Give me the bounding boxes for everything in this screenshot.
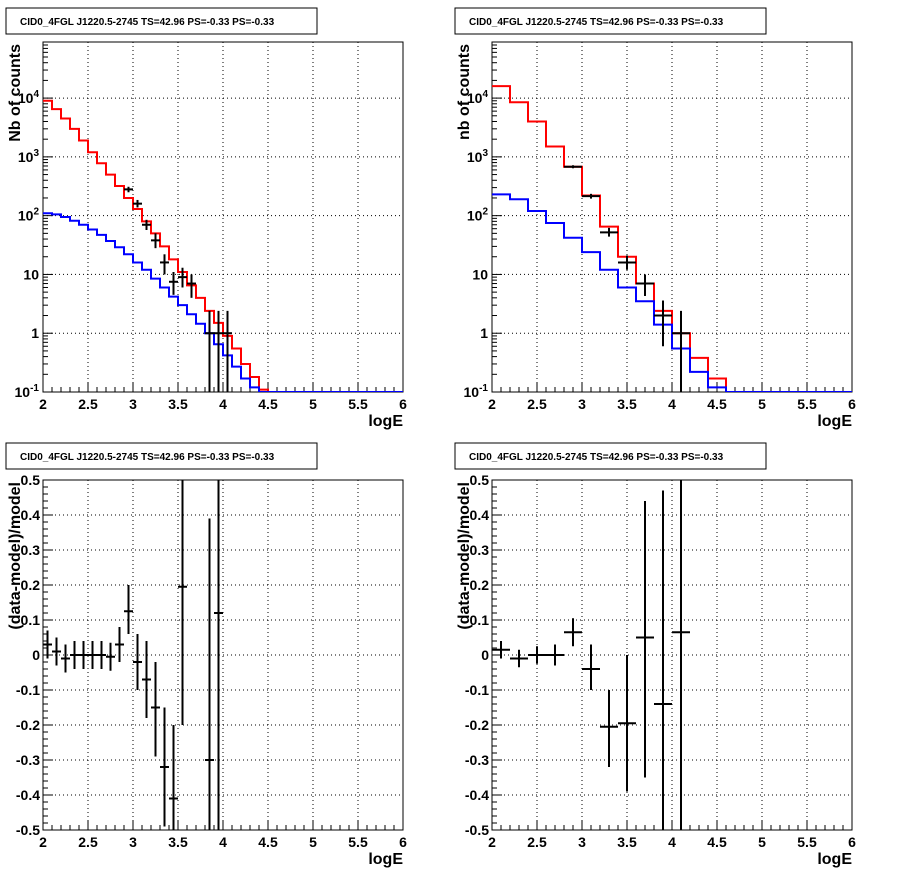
y-tick-label: 0.3 [470,542,490,558]
y-tick-label: -0.2 [465,717,489,733]
chart-title: CID0_4FGL J1220.5-2745 TS=42.96 PS=-0.33… [20,452,275,463]
x-tick-label: 4.5 [707,834,727,850]
y-tick-label: 10-1 [15,383,40,400]
x-tick-label: 2.5 [78,396,98,412]
y-tick-label: 104 [467,89,489,106]
x-tick-label: 4 [668,834,676,850]
y-tick-label: 0.5 [470,472,490,488]
x-tick-label: 4.5 [258,834,278,850]
title-box [5,7,318,35]
title-box [5,442,318,470]
y-tick-label: 0.1 [21,612,41,628]
x-tick-label: 2.5 [527,834,547,850]
y-tick-label: 0.4 [470,507,490,523]
y-tick-label: 0.3 [21,542,41,558]
chart-pad-4: CID0_4FGL J1220.5-2745 TS=42.96 PS=-0.33… [454,442,856,868]
x-tick-label: 6 [848,396,856,412]
x-tick-label: 5 [309,834,317,850]
y-tick-label: 0 [481,647,489,663]
y-tick-label: 10 [23,266,39,282]
x-tick-label: 2 [488,834,496,850]
y-tick-label: -0.1 [16,682,40,698]
x-tick-label: 2 [39,396,47,412]
chart-title: CID0_4FGL J1220.5-2745 TS=42.96 PS=-0.33… [20,17,275,28]
x-tick-label: 2.5 [78,834,98,850]
x-tick-label: 5 [758,396,766,412]
x-tick-label: 5.5 [348,396,368,412]
y-tick-label: 103 [18,148,40,165]
y-tick-label: 103 [467,148,489,165]
y-tick-label: 1 [31,325,39,341]
y-tick-label: -0.2 [16,717,40,733]
x-axis-label: logE [817,413,852,430]
x-tick-label: 3 [578,834,586,850]
data-layer [492,480,690,830]
x-tick-label: 5.5 [797,396,817,412]
x-tick-label: 3.5 [617,834,637,850]
chart-pad-2: CID0_4FGL J1220.5-2745 TS=42.96 PS=-0.33… [454,7,856,430]
x-tick-label: 2 [39,834,47,850]
x-tick-label: 6 [848,834,856,850]
x-tick-label: 2.5 [527,396,547,412]
x-tick-label: 6 [399,396,407,412]
y-axis-label: (data-model)/model [7,482,24,630]
y-tick-label: 0.2 [21,577,41,593]
x-tick-label: 3 [129,834,137,850]
x-tick-label: 4.5 [707,396,727,412]
y-tick-label: 10 [472,266,488,282]
x-tick-label: 4.5 [258,396,278,412]
data-layer [43,480,223,830]
x-tick-label: 3.5 [168,834,188,850]
chart-title: CID0_4FGL J1220.5-2745 TS=42.96 PS=-0.33… [469,17,724,28]
y-tick-label: 0.4 [21,507,41,523]
y-tick-label: 0.1 [470,612,490,628]
y-axis-label: Nb of counts [7,44,24,142]
title-box [454,442,767,470]
x-axis-label: logE [817,851,852,868]
y-tick-label: -0.5 [465,822,489,838]
y-tick-label: 0 [32,647,40,663]
chart-pad-1: CID0_4FGL J1220.5-2745 TS=42.96 PS=-0.33… [5,7,407,430]
chart-title: CID0_4FGL J1220.5-2745 TS=42.96 PS=-0.33… [469,452,724,463]
y-tick-label: 10-1 [464,383,489,400]
y-tick-label: 102 [467,207,489,224]
y-tick-label: -0.4 [16,787,40,803]
y-axis-label: nb of counts [456,44,473,140]
x-tick-label: 5.5 [797,834,817,850]
y-tick-label: -0.3 [465,752,489,768]
y-tick-label: 0.5 [21,472,41,488]
data-layer [492,85,852,392]
x-tick-label: 3 [129,396,137,412]
y-tick-label: -0.3 [16,752,40,768]
model-source-series [43,212,403,392]
y-tick-label: 1 [480,325,488,341]
x-tick-label: 6 [399,834,407,850]
x-tick-label: 5.5 [348,834,368,850]
y-tick-label: -0.5 [16,822,40,838]
x-axis-label: logE [368,413,403,430]
chart-pad-3: CID0_4FGL J1220.5-2745 TS=42.96 PS=-0.33… [5,442,407,868]
y-tick-label: -0.1 [465,682,489,698]
x-tick-label: 5 [309,396,317,412]
x-tick-label: 3.5 [617,396,637,412]
x-tick-label: 3 [578,396,586,412]
data-layer [43,99,403,392]
y-tick-label: 104 [18,89,40,106]
y-tick-label: 102 [18,207,40,224]
y-tick-label: -0.4 [465,787,489,803]
x-tick-label: 4 [219,834,227,850]
x-axis-label: logE [368,851,403,868]
y-tick-label: 0.2 [470,577,490,593]
x-tick-label: 2 [488,396,496,412]
x-tick-label: 5 [758,834,766,850]
x-tick-label: 4 [668,396,676,412]
title-box [454,7,767,35]
x-tick-label: 4 [219,396,227,412]
x-tick-label: 3.5 [168,396,188,412]
y-axis-label: (data-model)/model [456,482,473,630]
model-source-series [492,193,852,392]
